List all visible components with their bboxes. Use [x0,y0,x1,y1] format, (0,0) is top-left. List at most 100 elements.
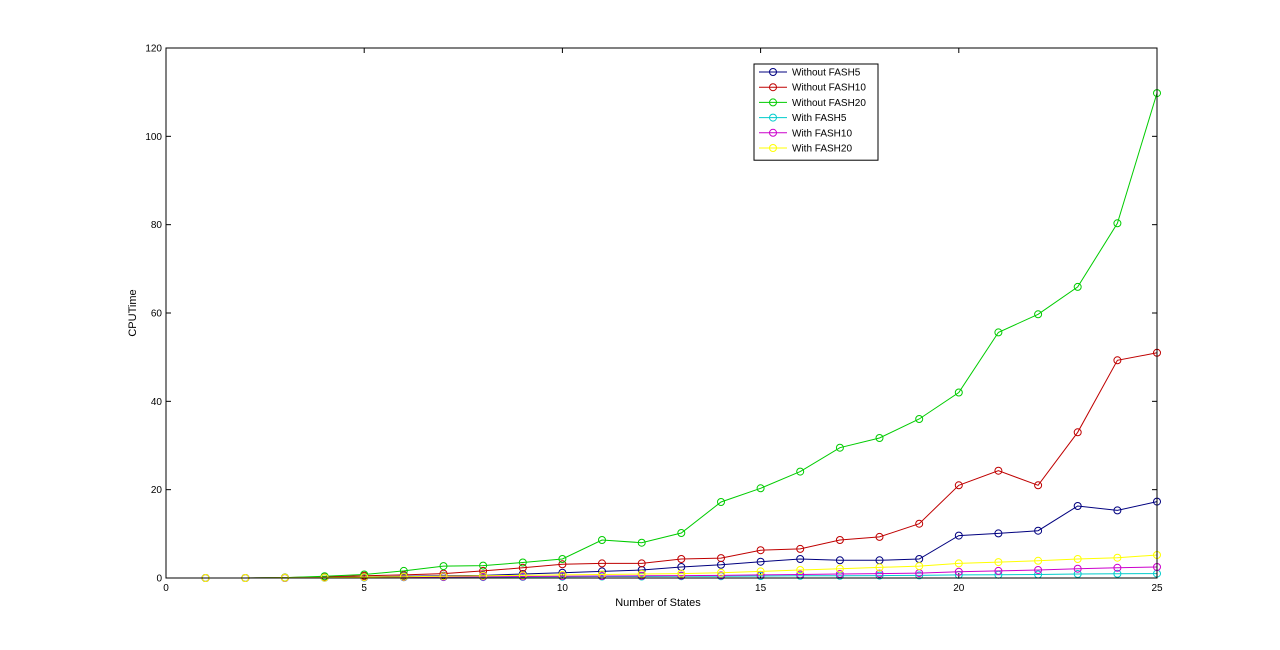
data-point [756,484,765,493]
data-point [954,388,963,397]
data-point [1113,506,1122,515]
data-point [677,569,686,578]
plot-area [166,48,1157,578]
data-point [717,568,725,577]
series-line [205,554,1158,579]
legend-entry: Without FASH20 [759,98,866,109]
data-point [756,546,765,555]
legend-entry: With FASH10 [759,128,852,139]
data-point [1073,428,1082,437]
x-tick-label: 25 [1151,583,1163,594]
data-point [677,555,686,563]
legend-box [753,63,879,161]
legend-entry: Without FASH10 [759,83,866,94]
data-point [637,538,646,547]
x-tick-label: 15 [755,583,767,594]
data-point [835,556,844,565]
data-point [875,434,884,442]
data-point [994,529,1003,538]
legend-label: With FASH20 [792,144,852,155]
y-axis-label: CPUTime [127,289,139,336]
data-point [518,563,527,572]
data-point [954,567,963,576]
legend-label: Without FASH5 [792,68,861,79]
data-point [1113,563,1122,572]
data-point [875,563,884,572]
data-point [835,443,844,452]
data-point [1073,555,1082,563]
x-tick-label: 20 [953,583,965,594]
legend-swatch-marker [769,68,777,76]
data-point [796,467,805,476]
data-point [360,573,369,582]
data-point [439,572,448,581]
data-point [1034,310,1043,319]
legend-label: Without FASH20 [792,98,866,109]
data-point [1113,553,1122,562]
data-point [994,328,1003,337]
data-point [756,557,765,566]
data-point [1073,564,1082,573]
data-point [875,571,884,580]
tick-labels: 0 5 10 15 20 25 0 20 40 60 80 100 120 [145,44,1163,595]
data-point [518,571,527,580]
y-tick-label: 60 [151,309,163,320]
legend-swatch-marker [769,98,777,107]
data-point [558,560,567,569]
data-point [1073,282,1082,291]
data-point [558,555,567,563]
data-point [1113,356,1122,365]
legend-label: With FASH5 [792,113,847,124]
data-point [994,466,1003,475]
data-point [518,558,527,567]
y-tick-label: 40 [151,397,163,408]
data-point [637,559,646,568]
legend-swatch-marker [769,83,777,92]
data-point [399,572,408,581]
legend-label: Without FASH10 [792,83,866,94]
x-tick-label: 10 [557,583,569,594]
data-point [954,559,963,568]
x-tick-label: 5 [361,583,367,594]
y-tick-label: 100 [145,132,162,143]
y-tick-label: 120 [145,44,162,55]
data-point [479,561,488,570]
data-point [1034,481,1043,490]
data-point [835,536,844,544]
data-point [598,536,606,544]
data-point [796,555,805,563]
data-point [915,562,924,571]
data-point [954,481,963,490]
y-tick-label: 80 [151,220,163,231]
data-point [915,519,924,528]
plot-frame [165,47,1158,579]
legend-swatch-marker [769,113,777,122]
data-point [835,564,844,573]
y-tick-label: 20 [151,485,163,496]
data-point [994,566,1003,575]
data-point [677,529,686,537]
data-point [1034,526,1043,535]
data-point [598,559,606,568]
data-point [1113,569,1122,578]
legend-entry: With FASH20 [759,144,852,155]
data-point [1034,566,1043,574]
legend-label: With FASH10 [792,128,852,139]
data-point [915,415,924,423]
data-point [1073,502,1082,510]
x-tick-label: 0 [163,583,169,594]
data-point [677,571,686,580]
data-point [717,571,725,580]
legend-entry: With FASH5 [759,113,847,124]
data-point [954,531,963,540]
data-point [1034,556,1043,565]
series-line [205,352,1158,579]
data-point [1113,219,1122,228]
data-point [717,498,725,506]
y-tick-label: 0 [156,574,162,585]
data-point [875,569,884,578]
data-point [796,544,805,553]
data-point [796,566,805,574]
legend-swatch-marker [769,144,777,152]
